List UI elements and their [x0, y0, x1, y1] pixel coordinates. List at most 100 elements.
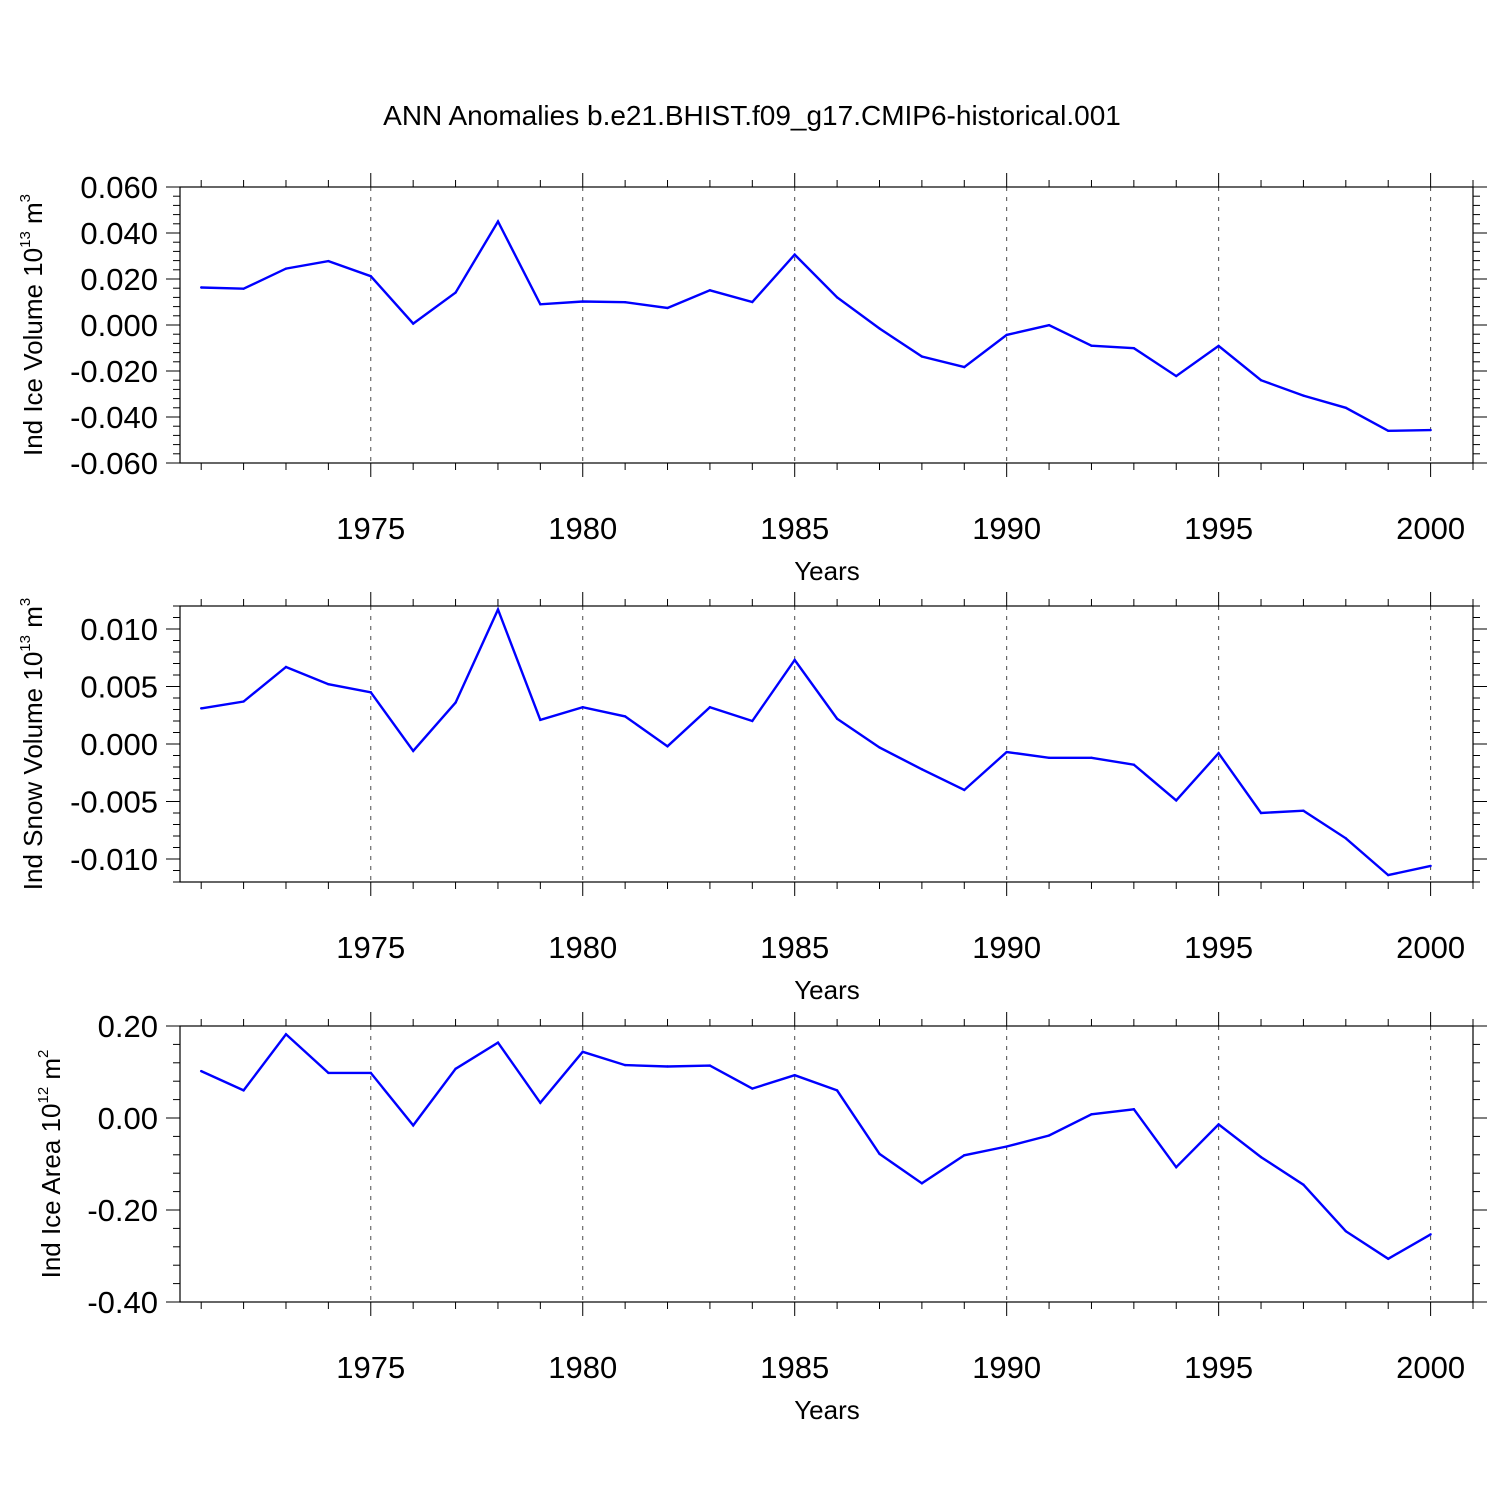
y-tick-label: -0.40: [87, 1285, 158, 1320]
data-point: [1217, 752, 1220, 755]
data-point: [1175, 799, 1178, 802]
y-tick-label: 0.00: [98, 1101, 158, 1136]
figure-title: ANN Anomalies b.e21.BHIST.f09_g17.CMIP6-…: [383, 100, 1121, 131]
data-point: [454, 1067, 457, 1070]
data-point: [1429, 1233, 1432, 1236]
x-tick-label: 1980: [548, 930, 617, 965]
panel-2: 1975 1980 1985 1990 1995 2000 Years -0.010 -0.00…: [17, 592, 1487, 1005]
data-point: [793, 253, 796, 256]
data-point: [623, 301, 627, 304]
data-point: [1217, 1123, 1220, 1126]
data-point: [1387, 873, 1390, 877]
x-tick-label: 1995: [1184, 930, 1253, 965]
y-tick-label: 0.000: [80, 308, 158, 343]
data-point: [963, 365, 966, 369]
data-point: [496, 608, 500, 611]
data-point: [1259, 811, 1263, 815]
series-line: [201, 606, 1431, 877]
y-axis-label: Ind Ice Volume 1013 m3: [17, 194, 48, 456]
x-axis-label: Years: [794, 1395, 860, 1425]
data-point: [920, 1182, 924, 1185]
data-point: [623, 1063, 627, 1067]
data-point: [1132, 763, 1136, 766]
data-point: [708, 1064, 712, 1067]
data-point: [1047, 1134, 1051, 1137]
data-point: [1175, 374, 1178, 378]
data-point: [793, 658, 796, 662]
data-point: [1217, 344, 1220, 348]
x-axis-label: Years: [794, 556, 860, 586]
data-point: [284, 267, 288, 270]
data-point: [1005, 1145, 1008, 1148]
data-point: [666, 306, 669, 310]
x-axis-label: Years: [794, 975, 860, 1005]
data-point: [327, 259, 330, 263]
data-point: [708, 706, 712, 709]
series-line: [200, 1032, 1432, 1261]
data-point: [581, 1050, 584, 1053]
data-point: [708, 289, 712, 292]
panel-3: 1975 1980 1985 1990 1995 2000 Years -0.40 -0.20 0…: [35, 1009, 1487, 1425]
data-point: [411, 749, 415, 753]
y-tick-label: 0.020: [80, 262, 158, 297]
x-tick-label: 1995: [1184, 1350, 1253, 1385]
x-tick-label: 2000: [1396, 930, 1465, 965]
data-point: [751, 300, 754, 304]
data-point: [369, 691, 372, 694]
data-point: [793, 1074, 796, 1077]
x-tick-label: 2000: [1396, 1350, 1465, 1385]
data-point: [1047, 756, 1051, 759]
data-point: [666, 1065, 669, 1068]
data-point: [242, 700, 245, 703]
data-point: [581, 300, 584, 303]
plot-frame: [179, 605, 1474, 883]
data-point: [1302, 809, 1305, 812]
data-point: [666, 745, 669, 748]
data-point: [1344, 837, 1348, 840]
y-tick-label: -0.040: [70, 400, 158, 435]
plot-frame: [179, 1025, 1474, 1303]
data-point: [1259, 379, 1263, 382]
data-point: [369, 1071, 372, 1075]
data-point: [1387, 429, 1390, 432]
y-tick-label: 0.040: [80, 216, 158, 251]
data-point: [411, 322, 415, 325]
data-point: [369, 275, 372, 278]
y-tick-label: -0.20: [87, 1193, 158, 1228]
y-tick-label: 0.060: [80, 170, 158, 205]
y-tick-label: 0.010: [80, 612, 158, 647]
data-point: [751, 1087, 754, 1090]
data-point: [920, 768, 924, 771]
data-point: [1047, 324, 1051, 327]
x-tick-label: 1975: [336, 930, 405, 965]
x-tick-label: 1975: [336, 1350, 405, 1385]
data-point: [539, 1101, 542, 1105]
data-point: [1429, 428, 1432, 432]
y-tick-label: -0.020: [70, 354, 158, 389]
data-point: [920, 355, 924, 358]
y-tick-label: 0.005: [80, 670, 158, 705]
data-point: [454, 701, 457, 704]
data-point: [1344, 1229, 1348, 1233]
data-point: [1090, 1113, 1093, 1116]
data-point: [623, 715, 627, 718]
y-tick-label: -0.005: [70, 785, 158, 820]
data-point: [1259, 1155, 1263, 1159]
data-point: [963, 1154, 966, 1157]
data-point: [1302, 1183, 1305, 1186]
data-point: [835, 1089, 839, 1092]
data-point: [751, 719, 754, 723]
x-tick-label: 1985: [760, 511, 829, 546]
x-tick-label: 1980: [548, 1350, 617, 1385]
x-tick-label: 1990: [972, 1350, 1041, 1385]
data-point: [1090, 756, 1093, 759]
y-axis-label: Ind Ice Area 1012 m2: [35, 1050, 66, 1279]
data-point: [1302, 394, 1305, 397]
data-point: [878, 1152, 881, 1156]
data-point: [199, 286, 203, 289]
data-point: [199, 1069, 203, 1073]
y-tick-label: 0.20: [98, 1009, 158, 1044]
data-point: [1132, 347, 1136, 350]
data-point: [1005, 750, 1008, 754]
